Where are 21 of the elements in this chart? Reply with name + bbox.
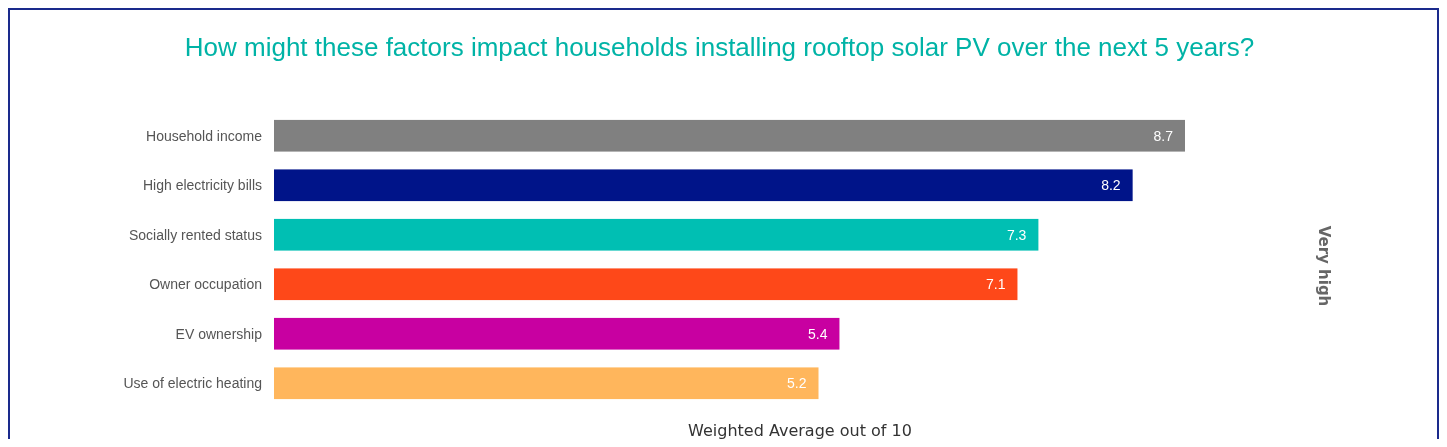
data-label: 5.2: [787, 375, 807, 392]
data-label: 5.4: [807, 325, 828, 342]
bar: [274, 317, 840, 350]
text: Very high: [1315, 225, 1333, 307]
chart-title: How might these factors impact households installing rooftop solar PV over the next 5 years?: [184, 32, 1255, 62]
data-label: 8.2: [1101, 177, 1121, 194]
bar: [274, 268, 1018, 301]
y-tick-label: Use of electric heating: [123, 375, 262, 392]
data-label: 8.7: [1153, 127, 1174, 144]
bar: [274, 218, 1039, 251]
y-tick-label: High electricity bills: [142, 177, 262, 194]
x-axis-title: Weighted Average out of 10: [688, 421, 912, 440]
bar: [274, 169, 1133, 202]
y-tick-label: Socially rented status: [128, 226, 262, 243]
data-label: 7.3: [1006, 226, 1027, 243]
y-tick-label: Household income: [146, 127, 263, 144]
bar: [274, 119, 1185, 152]
data-label: 7.1: [985, 276, 1006, 293]
bar: [274, 367, 819, 400]
y-tick-label: Owner occupation: [149, 276, 262, 293]
y-tick-label: EV ownership: [175, 325, 263, 342]
